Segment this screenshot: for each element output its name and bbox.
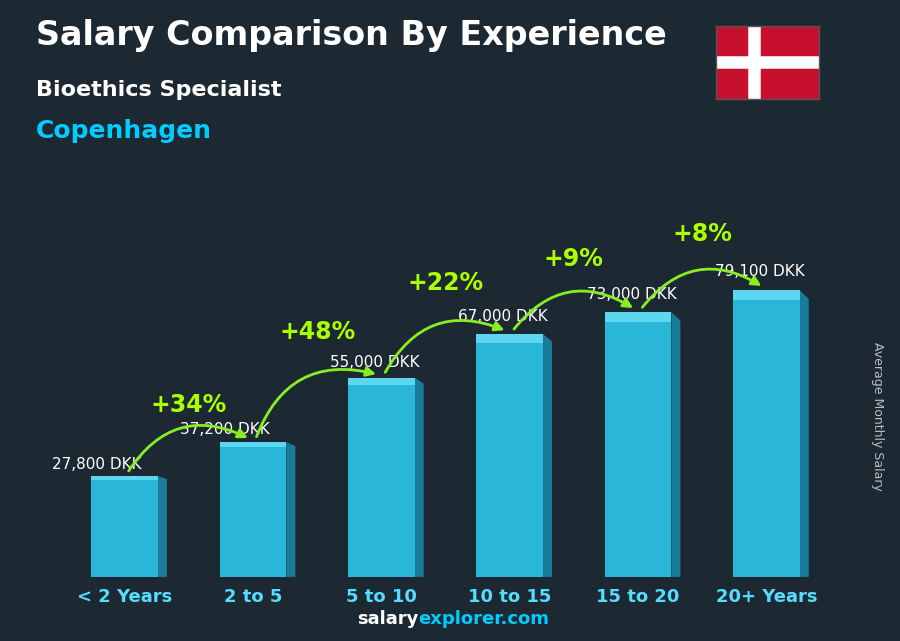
Polygon shape bbox=[671, 312, 680, 577]
FancyArrowPatch shape bbox=[514, 291, 630, 329]
Text: explorer.com: explorer.com bbox=[418, 610, 550, 628]
Text: Bioethics Specialist: Bioethics Specialist bbox=[36, 80, 282, 100]
Text: 37,200 DKK: 37,200 DKK bbox=[180, 422, 270, 437]
Text: 67,000 DKK: 67,000 DKK bbox=[458, 310, 548, 324]
Text: +8%: +8% bbox=[672, 222, 733, 246]
Bar bbox=[91, 476, 158, 479]
FancyArrowPatch shape bbox=[256, 368, 373, 437]
Text: +9%: +9% bbox=[544, 247, 604, 271]
Bar bbox=[348, 378, 415, 385]
Polygon shape bbox=[800, 290, 809, 577]
Bar bbox=[605, 312, 671, 322]
Text: 73,000 DKK: 73,000 DKK bbox=[587, 287, 677, 302]
Text: +48%: +48% bbox=[279, 320, 356, 344]
Bar bbox=[733, 290, 800, 577]
Text: Salary Comparison By Experience: Salary Comparison By Experience bbox=[36, 19, 667, 52]
Bar bbox=[220, 442, 286, 577]
FancyArrowPatch shape bbox=[129, 426, 245, 471]
Bar bbox=[605, 312, 671, 577]
FancyArrowPatch shape bbox=[643, 269, 759, 307]
Bar bbox=[91, 476, 158, 577]
Text: Copenhagen: Copenhagen bbox=[36, 119, 212, 142]
Text: Average Monthly Salary: Average Monthly Salary bbox=[871, 342, 884, 491]
Polygon shape bbox=[158, 476, 167, 577]
Text: +34%: +34% bbox=[150, 394, 227, 417]
Text: +22%: +22% bbox=[408, 271, 483, 296]
Text: 27,800 DKK: 27,800 DKK bbox=[51, 457, 141, 472]
Bar bbox=[733, 290, 800, 301]
Bar bbox=[348, 378, 415, 577]
Bar bbox=[220, 442, 286, 447]
Polygon shape bbox=[543, 334, 552, 577]
FancyArrowPatch shape bbox=[385, 320, 501, 372]
Polygon shape bbox=[286, 442, 295, 577]
Bar bbox=[476, 334, 543, 577]
Text: 55,000 DKK: 55,000 DKK bbox=[330, 354, 419, 370]
Text: salary: salary bbox=[357, 610, 418, 628]
Text: 79,100 DKK: 79,100 DKK bbox=[716, 264, 805, 279]
Bar bbox=[476, 334, 543, 343]
Polygon shape bbox=[415, 378, 424, 577]
